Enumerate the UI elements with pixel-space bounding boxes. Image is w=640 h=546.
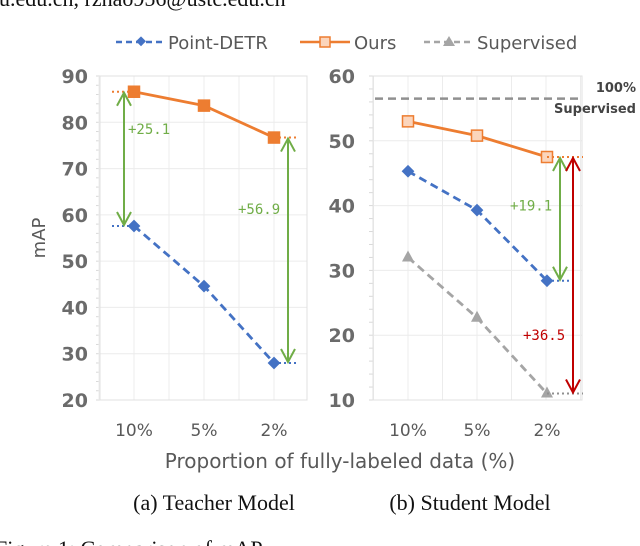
point-supervised [402,250,414,262]
point-ours [197,99,211,112]
reference-label-2: Supervised [554,102,636,117]
x-tick-label: 2% [534,421,561,441]
y-tick-label: 50 [329,131,355,153]
legend-marker-ours [319,36,331,48]
legend: Point-DETR Ours Supervised [116,33,577,54]
point-ours [470,129,484,142]
y-tick-label: 50 [62,251,88,273]
arrow-head-down [565,379,581,395]
plot-area [372,75,583,401]
arrow-head-up [280,136,296,153]
x-tick-label: 2% [261,421,288,441]
point-supervised [541,386,553,398]
y-tick-label: 40 [329,196,355,218]
arrow-head-up [552,155,568,172]
y-tick-label: 30 [329,260,355,282]
gain-label: +19.1 [510,199,552,215]
legend-marker-point-detr [136,36,146,47]
legend-label-supervised: Supervised [477,33,577,54]
x-tick-label: 10% [389,421,427,441]
gain-label: +36.5 [523,328,565,344]
caption-teacher: (a) Teacher Model [133,490,295,515]
y-tick-label: 40 [62,297,88,319]
y-tick-label: 90 [62,66,88,88]
y-tick-label: 80 [62,112,88,134]
y-tick-label: 70 [62,159,88,181]
point-point-detr [401,164,415,178]
point-ours [401,115,415,128]
y-tick-label: 10 [329,390,355,412]
arrow-head-up [116,90,132,107]
gain-label: +56.9 [238,202,280,218]
x-axis-label: Proportion of fully-labeled data (%) [165,449,515,473]
arrow-head-down [116,211,132,228]
gain-label: +25.1 [128,122,170,138]
plot-area [99,75,308,401]
legend-marker-supervised [443,36,455,46]
header-text: xu.edu.cn, rzhao956@ustc.edu.cn [0,0,286,11]
y-axis-label: mAP [29,218,50,259]
legend-label-ours: Ours [354,33,396,54]
x-tick-label: 5% [191,421,218,441]
point-point-detr [470,203,484,217]
footer-text: Figure 1: Comparison of mAP [0,536,263,546]
reference-label-1: 100% [596,81,636,96]
point-supervised [471,310,483,322]
y-tick-label: 60 [329,66,355,88]
arrow-head-up [565,155,581,172]
caption-student: (b) Student Model [389,490,550,515]
x-tick-label: 5% [464,421,491,441]
y-tick-label: 60 [62,205,88,227]
y-tick-label: 20 [62,390,88,412]
arrow-head-down [280,348,296,365]
y-tick-label: 30 [62,344,88,366]
y-tick-label: 20 [329,325,355,347]
legend-label-point-detr: Point-DETR [168,33,268,54]
teacher-chart: 20 30 40 50 60 70 80 90 10% 5% 2% +25.1 +56.9 [62,66,308,441]
x-tick-label: 10% [115,421,153,441]
arrow-head-down [552,266,568,282]
student-chart: 10 20 30 40 50 60 10% 5% 2% 100% Supervised +19.1 +3… [329,66,636,441]
point-point-detr [197,279,211,293]
